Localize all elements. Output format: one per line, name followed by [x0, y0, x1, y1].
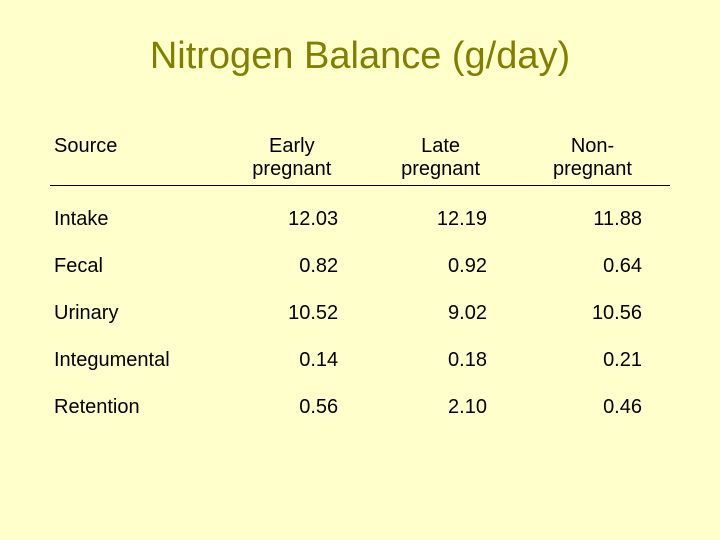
cell-value: 11.88 — [515, 186, 670, 244]
cell-value: 2.10 — [366, 384, 515, 431]
cell-value: 0.18 — [366, 337, 515, 384]
slide-title: Nitrogen Balance (g/day) — [50, 35, 670, 78]
col-header-non-pregnant: Non- pregnant — [515, 123, 670, 186]
cell-value: 10.52 — [217, 290, 366, 337]
col-header-early-pregnant: Early pregnant — [217, 123, 366, 186]
row-label: Fecal — [50, 243, 217, 290]
row-label: Intake — [50, 186, 217, 244]
cell-value: 12.19 — [366, 186, 515, 244]
cell-value: 9.02 — [366, 290, 515, 337]
cell-value: 0.21 — [515, 337, 670, 384]
col-header-line2: pregnant — [252, 158, 331, 180]
col-header-late-pregnant: Late pregnant — [366, 123, 515, 186]
cell-value: 0.56 — [217, 384, 366, 431]
cell-value: 0.14 — [217, 337, 366, 384]
slide: Nitrogen Balance (g/day) Source Early pr… — [0, 0, 720, 540]
col-header-line1: Non- — [571, 135, 614, 157]
col-header-line2: pregnant — [553, 158, 632, 180]
col-header-label: Source — [54, 135, 117, 157]
cell-value: 12.03 — [217, 186, 366, 244]
table-row: Intake 12.03 12.19 11.88 — [50, 186, 670, 244]
col-header-line1: Early — [269, 135, 315, 157]
row-label: Urinary — [50, 290, 217, 337]
cell-value: 0.64 — [515, 243, 670, 290]
nitrogen-balance-table: Source Early pregnant Late pregnant Non-… — [50, 123, 670, 431]
row-label: Integumental — [50, 337, 217, 384]
table-header-row: Source Early pregnant Late pregnant Non-… — [50, 123, 670, 186]
cell-value: 0.92 — [366, 243, 515, 290]
col-header-source: Source — [50, 123, 217, 186]
cell-value: 0.46 — [515, 384, 670, 431]
table-row: Integumental 0.14 0.18 0.21 — [50, 337, 670, 384]
table-row: Retention 0.56 2.10 0.46 — [50, 384, 670, 431]
cell-value: 10.56 — [515, 290, 670, 337]
cell-value: 0.82 — [217, 243, 366, 290]
table-row: Fecal 0.82 0.92 0.64 — [50, 243, 670, 290]
col-header-line2: pregnant — [401, 158, 480, 180]
col-header-line1: Late — [421, 135, 460, 157]
table-row: Urinary 10.52 9.02 10.56 — [50, 290, 670, 337]
row-label: Retention — [50, 384, 217, 431]
